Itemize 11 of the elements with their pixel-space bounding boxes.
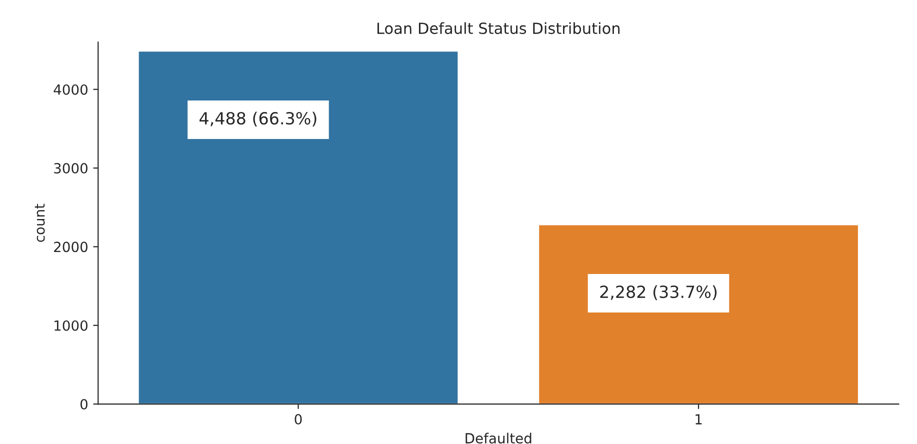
x-tick-label: 1 (696, 414, 702, 424)
y-tick-label: 2000 (54, 242, 88, 252)
data-label: 4,488 (66.3%) (200, 112, 316, 127)
y-tick-label: 1000 (54, 320, 88, 331)
y-tick-label: 3000 (54, 163, 88, 174)
chart-title: Loan Default Status Distribution (377, 22, 620, 34)
y-tick-label: 0 (80, 399, 88, 410)
y-axis-title: count (34, 204, 45, 242)
data-label: 2,282 (33.7%) (600, 285, 717, 300)
x-axis-title: Defaulted (466, 432, 532, 444)
y-tick-label: 4000 (54, 84, 88, 95)
